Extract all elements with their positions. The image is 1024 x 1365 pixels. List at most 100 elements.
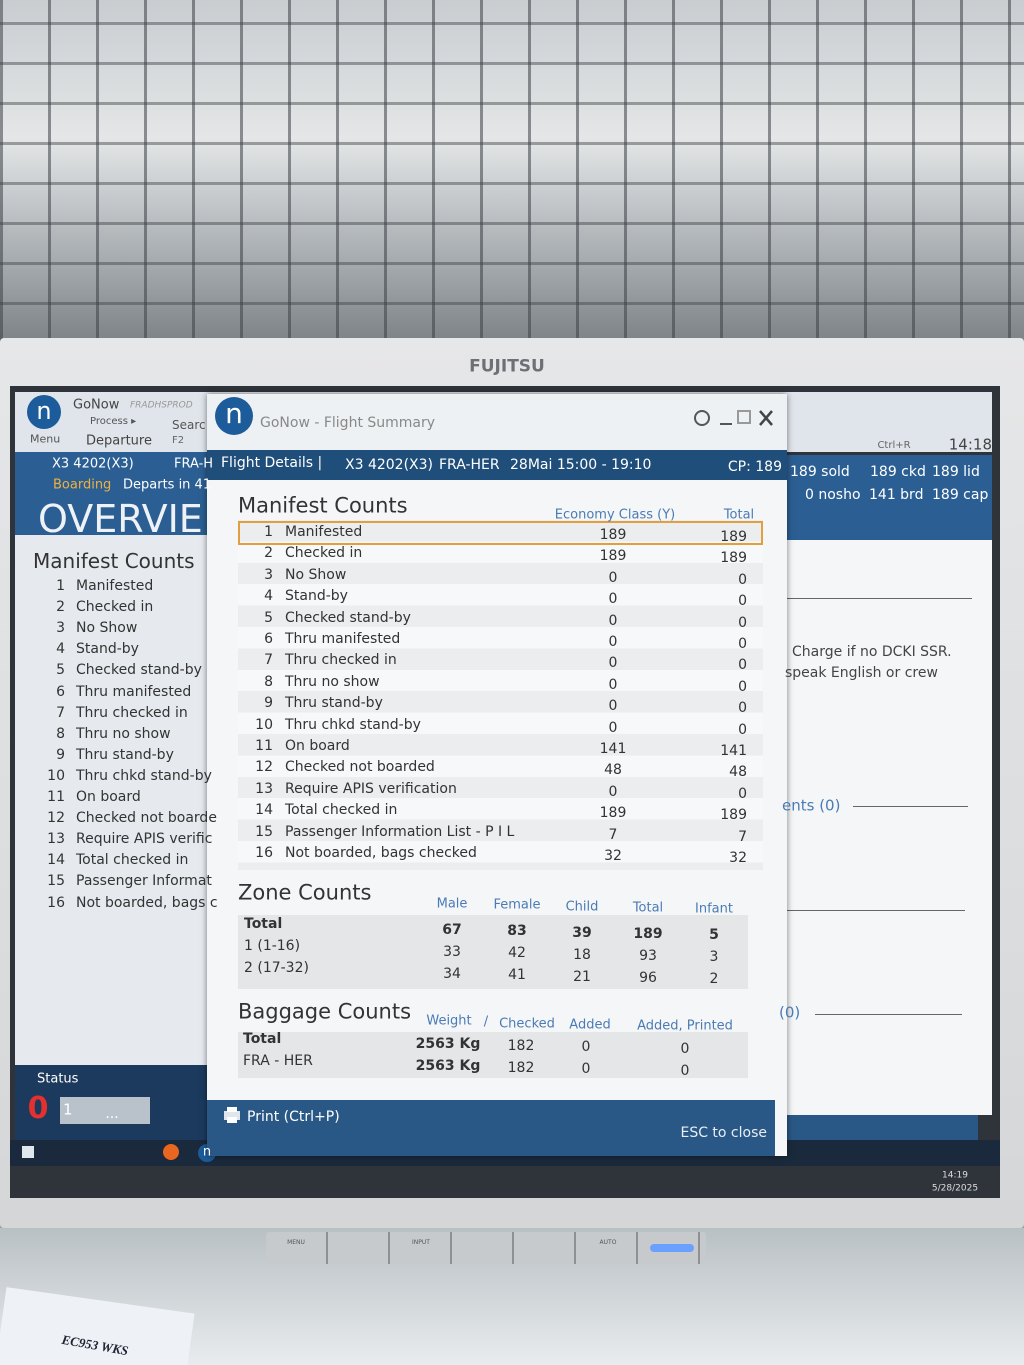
app-logo <box>27 395 61 429</box>
row-number: 14 <box>47 852 65 869</box>
row-label: Stand-by <box>285 588 348 605</box>
app-logo-letter: n <box>36 397 52 425</box>
manifest-rows-bg <box>238 520 763 870</box>
row-number: 14 <box>255 802 273 819</box>
column-header: Checked <box>499 1016 555 1032</box>
column-header: Infant <box>695 901 733 917</box>
baggage-value: 0 <box>680 1062 690 1079</box>
more-button[interactable]: ... <box>105 1106 119 1122</box>
section-title: Manifest Counts <box>238 493 408 518</box>
refresh-icon[interactable] <box>694 410 710 426</box>
column-header: Male <box>436 896 468 912</box>
monitor-button-label[interactable]: AUTO <box>599 1239 617 1246</box>
flight-stat: 189 lid <box>932 464 980 480</box>
route: FRA-H <box>174 456 214 472</box>
row-number: 11 <box>255 738 273 754</box>
browser-icon[interactable] <box>163 1144 179 1160</box>
row-number: 6 <box>56 683 65 700</box>
status-count: 0 <box>27 1091 49 1126</box>
row-number: 8 <box>56 725 65 742</box>
button-strip <box>266 1232 706 1264</box>
row-label: Thru chkd stand-by <box>285 716 421 733</box>
start-button[interactable] <box>22 1146 34 1158</box>
total-count: 7 <box>738 828 747 845</box>
row-label: Thru chkd stand-by <box>76 767 212 784</box>
note: Charge if no DCKI SSR. <box>792 644 952 660</box>
row-label: Thru stand-by <box>285 695 383 712</box>
row-label: Checked not boarded <box>285 759 435 776</box>
row-label: Not boarded, bags c <box>76 894 218 911</box>
zone-count: 3 <box>709 949 719 966</box>
monitor-button-label[interactable]: MENU <box>287 1239 305 1246</box>
status-field <box>60 1097 150 1124</box>
total-count: 0 <box>738 678 747 695</box>
flight-stat: 189 sold <box>790 464 850 480</box>
zone-count: 42 <box>508 945 526 962</box>
row-label: Require APIS verification <box>285 780 457 797</box>
dialog-logo <box>215 397 253 435</box>
departs-in: Departs in 41 <box>123 477 212 493</box>
row-label: Thru checked in <box>285 652 397 669</box>
total-count: 0 <box>738 721 747 738</box>
row-label: Thru no show <box>76 725 171 742</box>
note: speak English or crew <box>785 665 938 681</box>
column-header: / <box>483 1014 489 1030</box>
row-number: 15 <box>255 823 273 840</box>
section-title: Baggage Counts <box>238 999 412 1024</box>
economy-count: 189 <box>599 548 627 565</box>
row-number: 15 <box>47 873 65 890</box>
section-link[interactable]: ents (0) <box>782 796 841 815</box>
section-link[interactable]: (0) <box>779 1003 801 1022</box>
row-label: Thru manifested <box>285 631 401 647</box>
search-button[interactable]: Searc <box>172 418 206 432</box>
zone-count: 34 <box>443 966 461 982</box>
app-name: GoNow <box>73 397 120 413</box>
row-label: Checked in <box>76 599 154 616</box>
menu-label[interactable]: Menu <box>30 432 61 446</box>
print-icon[interactable] <box>222 1105 242 1125</box>
economy-count: 0 <box>608 655 618 672</box>
monitor-button-label[interactable]: INPUT <box>412 1239 430 1246</box>
status-label: Status <box>37 1071 79 1087</box>
column-header: Weight <box>426 1013 472 1029</box>
baggage-label: FRA - HER <box>243 1053 313 1069</box>
economy-count: 0 <box>608 569 618 586</box>
zone-count: 93 <box>639 947 657 964</box>
economy-count: 7 <box>608 826 618 843</box>
economy-count: 0 <box>608 783 618 800</box>
economy-count: 0 <box>608 634 618 650</box>
total-count: 0 <box>738 785 747 802</box>
maximize-icon[interactable] <box>737 410 751 424</box>
total-count: 189 <box>720 529 747 545</box>
baggage-value: 2563 Kg <box>415 1058 481 1074</box>
dialog-footer <box>207 1100 775 1156</box>
row-label: Thru stand-by <box>76 746 174 763</box>
process-menu[interactable]: Process ▸ <box>90 416 137 427</box>
row-label: Thru no show <box>285 673 380 690</box>
row-number: 10 <box>47 767 65 784</box>
left-panel <box>15 535 210 1065</box>
row-number: 2 <box>264 545 273 562</box>
row-number: 3 <box>56 620 65 637</box>
total-count: 0 <box>738 614 747 631</box>
row-number: 3 <box>264 566 273 583</box>
separator <box>787 598 972 599</box>
row-number: 4 <box>264 588 273 605</box>
boarding-state: Boarding <box>53 477 112 493</box>
zone-count: 189 <box>633 925 663 942</box>
print-button[interactable]: Print (Ctrl+P) <box>247 1109 340 1125</box>
flight-stat: 141 brd <box>869 487 924 503</box>
close-icon[interactable] <box>759 410 773 426</box>
taskbar-logo-letter: n <box>202 1144 212 1160</box>
row-label: Total checked in <box>76 852 189 869</box>
power-led <box>650 1244 694 1252</box>
row-label: On board <box>285 738 350 754</box>
baggage-value: 182 <box>507 1059 535 1076</box>
tab-label[interactable]: Flight Details | <box>221 455 323 471</box>
row-label: Checked in <box>285 545 363 562</box>
refresh-shortcut[interactable]: Ctrl+R <box>877 440 911 451</box>
row-label: On board <box>76 789 141 805</box>
window-controls[interactable] <box>690 406 785 430</box>
economy-count: 0 <box>608 676 618 693</box>
row-number: 13 <box>47 831 65 848</box>
